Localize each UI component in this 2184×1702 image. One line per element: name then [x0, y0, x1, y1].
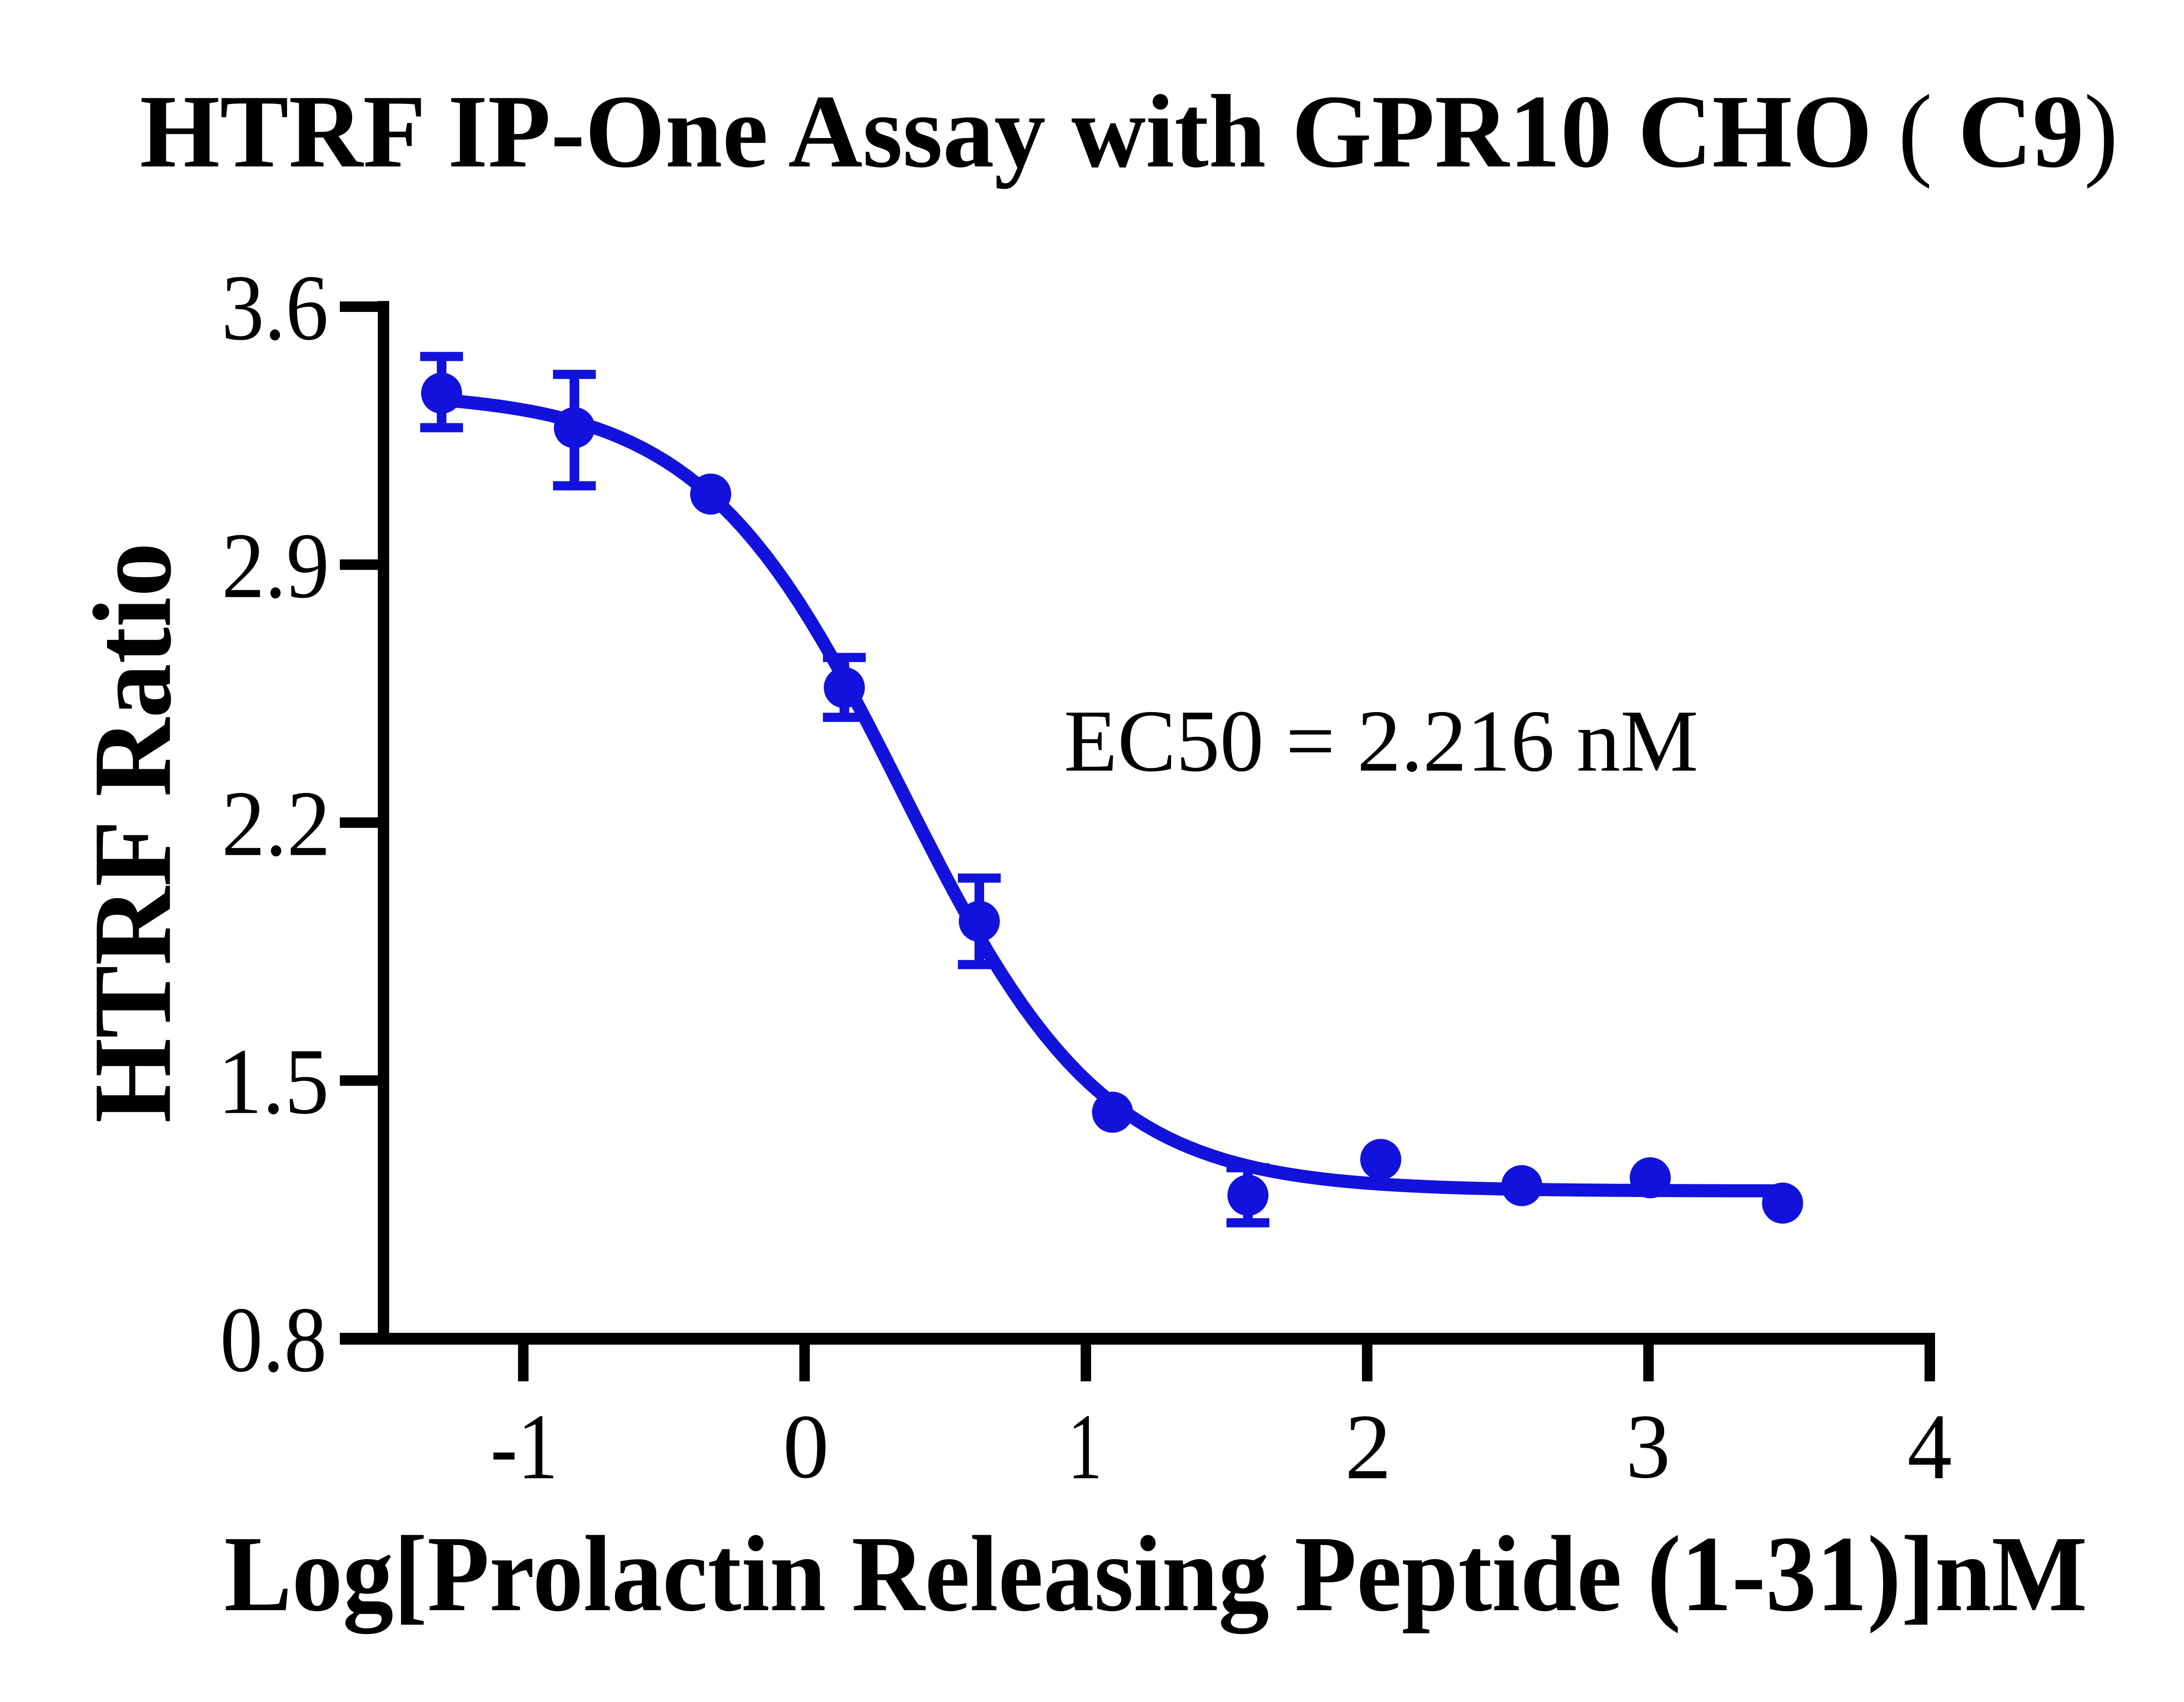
svg-text:HTRF IP-One Assay with GPR10 C: HTRF IP-One Assay with GPR10 CHO ( C9)	[140, 74, 2118, 190]
svg-text:EC50 = 2.216 nM: EC50 = 2.216 nM	[1064, 692, 1699, 790]
svg-text:1: 1	[1068, 1394, 1102, 1498]
svg-text:0.8: 0.8	[220, 1288, 327, 1391]
svg-text:2: 2	[1345, 1395, 1392, 1498]
svg-text:0: 0	[783, 1395, 829, 1497]
svg-text:Log[Prolactin Releasing Peptid: Log[Prolactin Releasing Peptide (1-31)]n…	[224, 1514, 2087, 1634]
svg-text:-1: -1	[491, 1394, 558, 1499]
svg-text:HTRF Ratio: HTRF Ratio	[70, 543, 194, 1123]
svg-text:4: 4	[1908, 1395, 1952, 1499]
svg-text:3.6: 3.6	[221, 256, 328, 360]
svg-text:1.5: 1.5	[218, 1030, 329, 1134]
svg-text:2.2: 2.2	[221, 771, 330, 875]
svg-text:3: 3	[1626, 1395, 1670, 1498]
svg-text:2.9: 2.9	[222, 513, 329, 618]
